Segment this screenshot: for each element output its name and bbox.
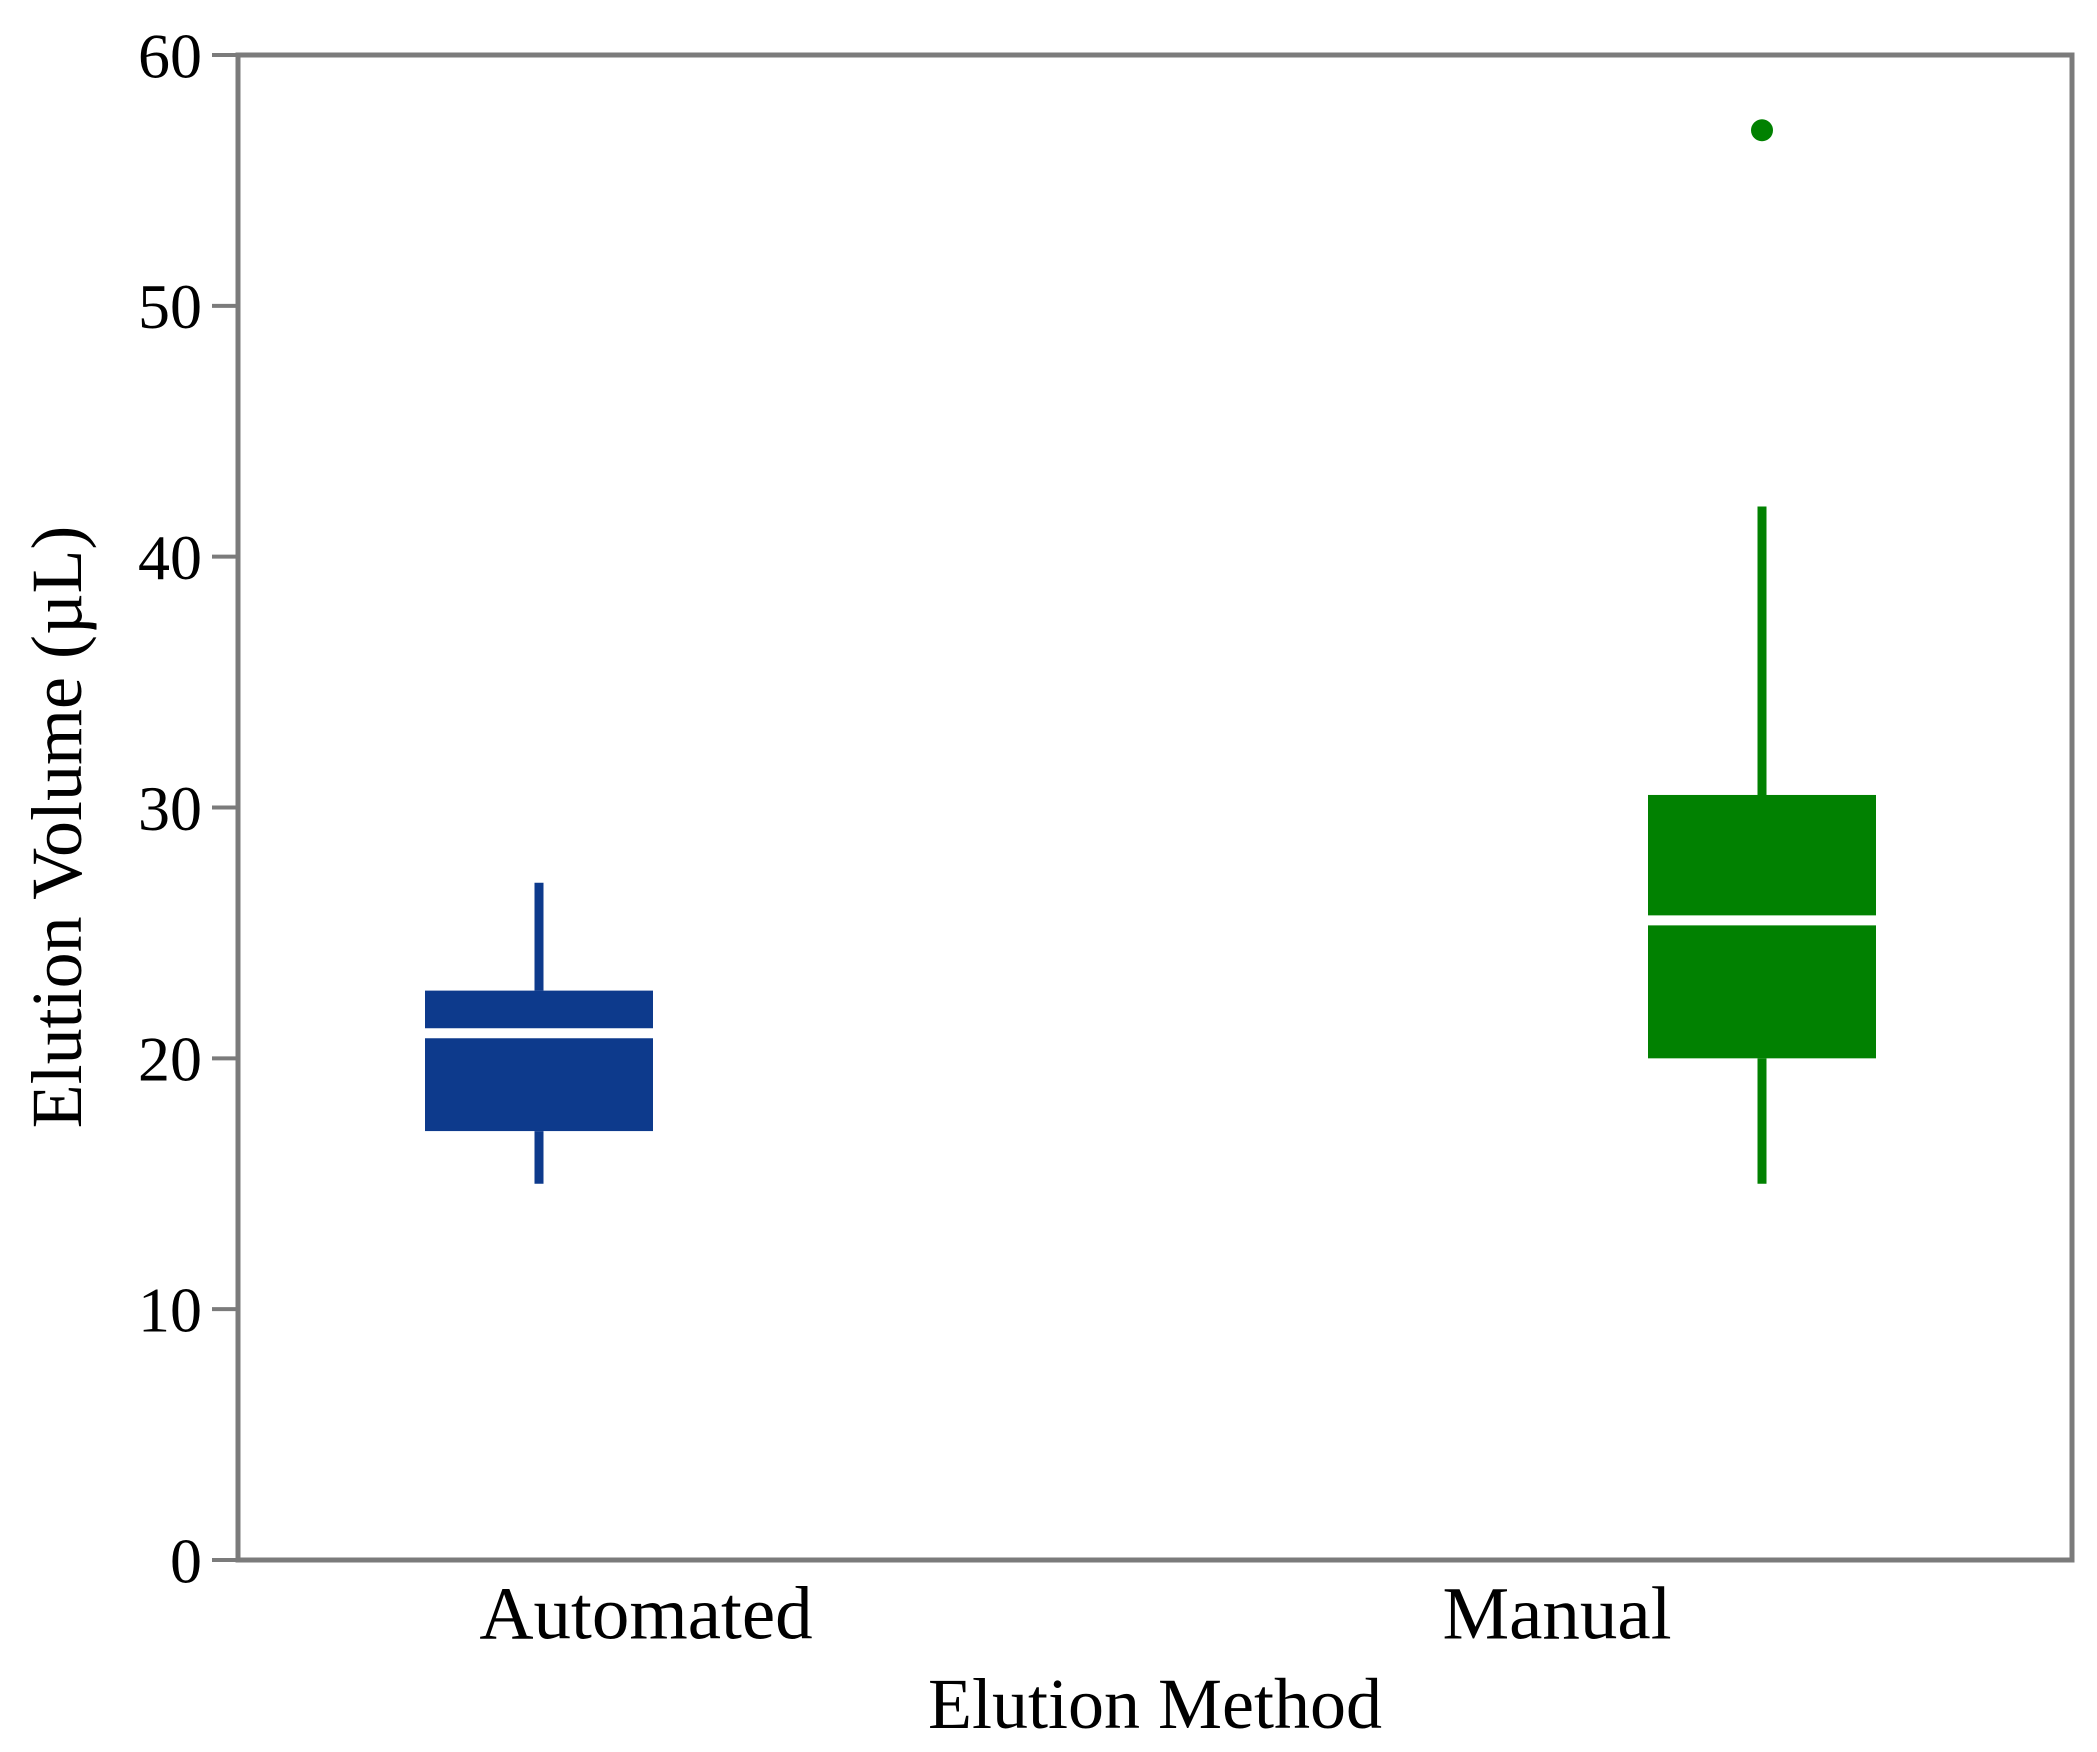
x-category-label-manual: Manual (1442, 1572, 1671, 1655)
outlier-point-manual (1751, 119, 1773, 142)
iqr-box-manual (1648, 794, 1876, 1059)
y-tick-label: 0 (170, 1525, 202, 1596)
iqr-box-automated (425, 990, 653, 1132)
median-line-manual (1648, 915, 1876, 926)
x-axis-title: Elution Method (928, 1664, 1382, 1744)
y-tick-label: 50 (138, 271, 202, 342)
y-tick-label: 10 (138, 1275, 202, 1346)
y-tick-label: 20 (138, 1024, 202, 1095)
y-tick-label: 30 (138, 773, 202, 844)
y-tick-label: 40 (138, 522, 202, 593)
y-tick-label: 60 (138, 20, 202, 91)
x-category-label-automated: Automated (479, 1572, 812, 1655)
median-line-automated (425, 1028, 653, 1039)
y-axis-title: Elution Volume (µL) (17, 526, 97, 1129)
